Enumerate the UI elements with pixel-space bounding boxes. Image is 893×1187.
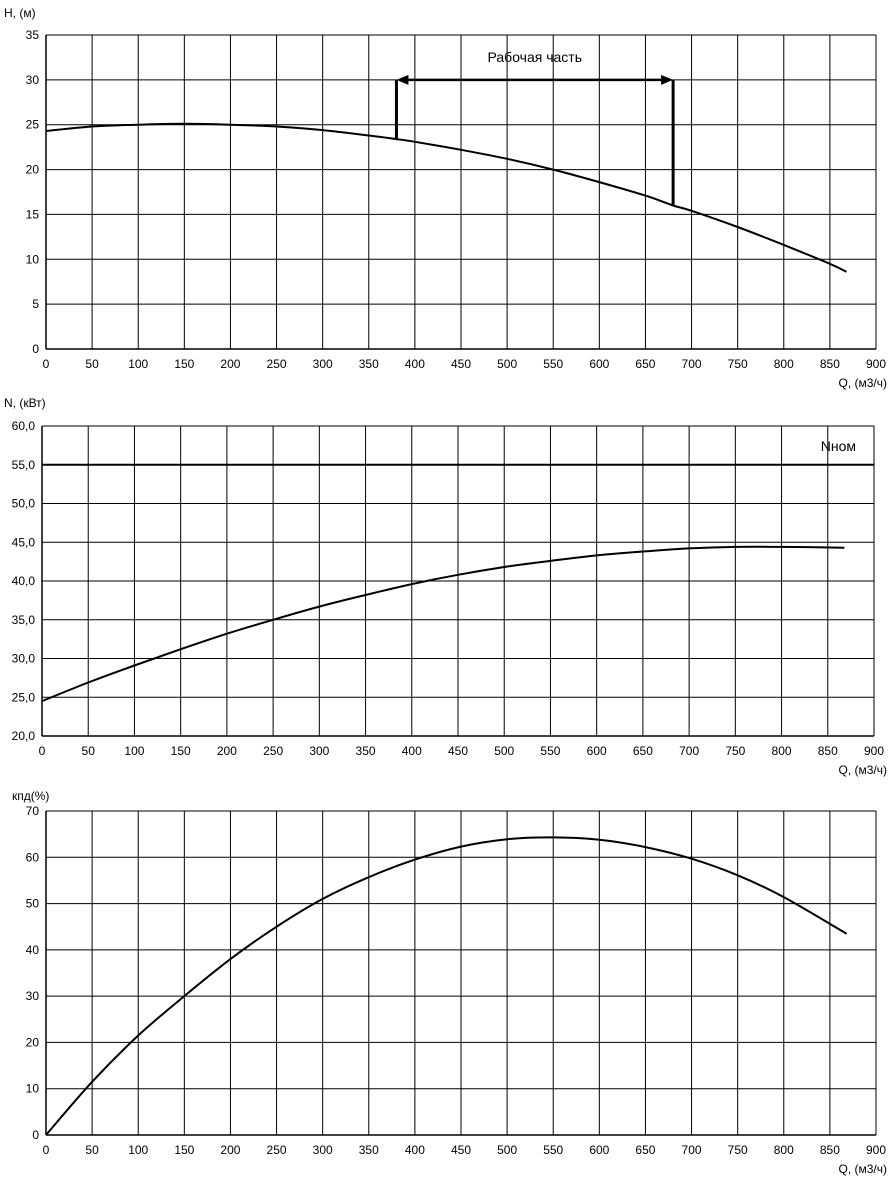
x-tick-label: 100 xyxy=(128,1143,148,1157)
y-tick-label: 50,0 xyxy=(12,497,36,511)
y-tick-label: 20,0 xyxy=(12,729,36,743)
x-tick-label: 850 xyxy=(820,1143,840,1157)
x-tick-label: 750 xyxy=(728,1143,748,1157)
x-tick-label: 400 xyxy=(405,1143,425,1157)
y-tick-label: 30 xyxy=(26,989,40,1003)
series-curve xyxy=(41,545,845,703)
x-tick-label: 350 xyxy=(359,357,379,371)
y-tick-label: 50 xyxy=(26,897,40,911)
x-tick-label: 100 xyxy=(124,744,144,758)
y-tick-label: 25,0 xyxy=(12,690,36,704)
x-tick-label: 500 xyxy=(494,744,514,758)
x-tick-label: 700 xyxy=(682,357,702,371)
y-tick-label: 5 xyxy=(32,297,39,311)
x-tick-label: 200 xyxy=(220,1143,240,1157)
x-tick-label: 300 xyxy=(313,357,333,371)
y-tick-label: 10 xyxy=(26,1082,40,1096)
y-tick-label: 30,0 xyxy=(12,652,36,666)
y-axis-title: H, (м) xyxy=(4,6,36,20)
chart-panel-1: 0 50 100 150 200 250 300 350 400 450 500 550 600 650 7… xyxy=(4,6,887,390)
y-tick-label: 20 xyxy=(26,1035,40,1049)
y-tick-label: 20 xyxy=(26,163,40,177)
x-tick-label: 150 xyxy=(171,744,191,758)
x-tick-label: 900 xyxy=(864,744,884,758)
x-tick-label: 350 xyxy=(356,744,376,758)
range-arrow-right-head xyxy=(661,74,674,85)
x-tick-label: 450 xyxy=(451,357,471,371)
x-tick-label: 900 xyxy=(866,1143,886,1157)
x-tick-label: 850 xyxy=(820,357,840,371)
working-range-label: Рабочая часть xyxy=(488,49,583,65)
chart-panel-2: 0 50 100 150 200 250 300 350 400 450 500 550 600 650 7… xyxy=(4,396,887,777)
x-tick-label: 50 xyxy=(85,1143,99,1157)
x-tick-label: 800 xyxy=(774,1143,794,1157)
x-tick-label: 250 xyxy=(263,744,283,758)
x-tick-label: 750 xyxy=(728,357,748,371)
x-tick-label: 300 xyxy=(313,1143,333,1157)
x-tick-label: 200 xyxy=(220,357,240,371)
y-tick-label: 40,0 xyxy=(12,574,36,588)
x-tick-label: 600 xyxy=(589,357,609,371)
x-tick-label: 400 xyxy=(405,357,425,371)
x-tick-label: 400 xyxy=(402,744,422,758)
x-tick-label: 100 xyxy=(128,357,148,371)
y-tick-label: 25 xyxy=(26,118,40,132)
x-tick-label: 650 xyxy=(633,744,653,758)
y-tick-label: 35 xyxy=(26,28,40,42)
y-tick-label: 35,0 xyxy=(12,613,36,627)
y-tick-label: 55,0 xyxy=(12,458,36,472)
x-tick-label: 0 xyxy=(43,357,50,371)
x-axis-title: Q, (м3/ч) xyxy=(838,376,887,390)
x-tick-label: 850 xyxy=(818,744,838,758)
y-tick-label: 40 xyxy=(26,943,40,957)
y-tick-label: 60 xyxy=(26,850,40,864)
x-tick-label: 600 xyxy=(589,1143,609,1157)
x-tick-label: 750 xyxy=(725,744,745,758)
y-tick-label: 60,0 xyxy=(12,419,36,433)
y-tick-label: 70 xyxy=(26,804,40,818)
y-tick-label: 0 xyxy=(32,1128,39,1142)
x-tick-label: 650 xyxy=(635,357,655,371)
x-tick-label: 300 xyxy=(309,744,329,758)
range-arrow-left-head xyxy=(396,74,409,85)
x-axis-title: Q, (м3/ч) xyxy=(838,1162,887,1176)
y-tick-label: 10 xyxy=(26,252,40,266)
x-tick-label: 250 xyxy=(267,1143,287,1157)
x-tick-label: 350 xyxy=(359,1143,379,1157)
series-label-nominal-power: Nном xyxy=(821,438,856,454)
x-tick-label: 800 xyxy=(774,357,794,371)
y-tick-label: 30 xyxy=(26,73,40,87)
series-curve xyxy=(45,836,848,1136)
x-tick-label: 550 xyxy=(543,1143,563,1157)
x-tick-label: 700 xyxy=(682,1143,702,1157)
y-axis-title: N, (кВт) xyxy=(4,396,46,410)
x-tick-label: 650 xyxy=(635,1143,655,1157)
chart-panel-3: 0 50 100 150 200 250 300 350 400 450 500 550 600 650 7… xyxy=(12,789,887,1176)
x-tick-label: 450 xyxy=(451,1143,471,1157)
x-tick-label: 50 xyxy=(85,357,99,371)
x-tick-label: 800 xyxy=(772,744,792,758)
x-tick-label: 550 xyxy=(543,357,563,371)
x-tick-label: 150 xyxy=(174,357,194,371)
x-axis-title: Q, (м3/ч) xyxy=(838,763,887,777)
x-tick-label: 200 xyxy=(217,744,237,758)
y-tick-label: 15 xyxy=(26,207,40,221)
x-tick-label: 0 xyxy=(39,744,46,758)
x-tick-label: 0 xyxy=(43,1143,50,1157)
x-tick-label: 50 xyxy=(82,744,96,758)
x-tick-label: 500 xyxy=(497,357,517,371)
x-tick-label: 450 xyxy=(448,744,468,758)
x-tick-label: 600 xyxy=(587,744,607,758)
series-curve xyxy=(45,122,847,273)
x-tick-label: 150 xyxy=(174,1143,194,1157)
x-tick-label: 550 xyxy=(540,744,560,758)
y-tick-label: 45,0 xyxy=(12,535,36,549)
y-axis-title: кпд(%) xyxy=(12,789,49,803)
x-tick-label: 500 xyxy=(497,1143,517,1157)
x-tick-label: 900 xyxy=(866,357,886,371)
x-tick-label: 700 xyxy=(679,744,699,758)
y-tick-label: 0 xyxy=(32,342,39,356)
x-tick-label: 250 xyxy=(267,357,287,371)
